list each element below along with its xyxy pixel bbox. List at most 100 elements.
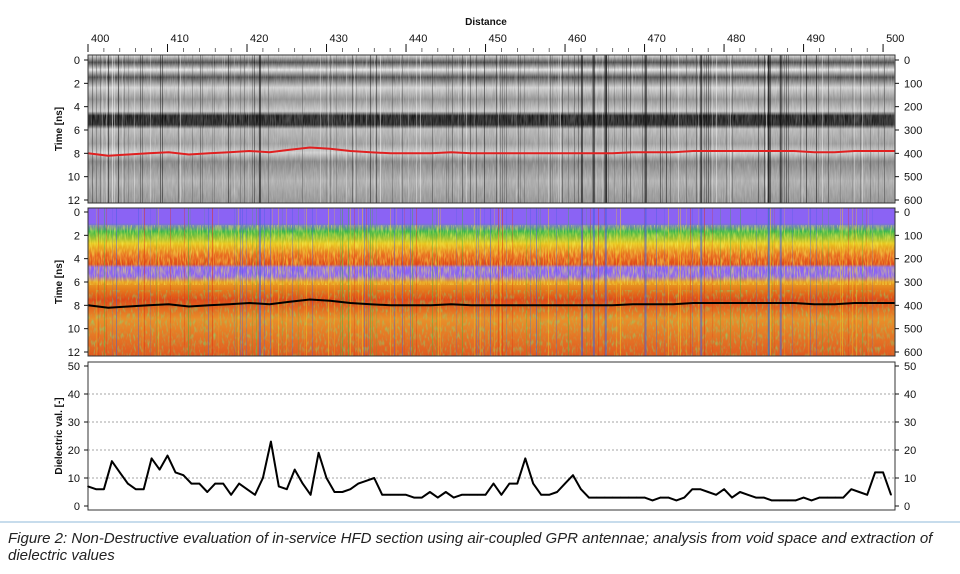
trace-stripe bbox=[766, 55, 767, 203]
trace-stripe bbox=[292, 208, 293, 356]
y-tick-label-right: 100 bbox=[904, 230, 922, 242]
trace-stripe bbox=[302, 55, 303, 203]
trace-stripe bbox=[416, 208, 417, 356]
trace-stripe bbox=[438, 208, 439, 356]
trace-stripe bbox=[774, 208, 775, 356]
dielectric-point bbox=[619, 496, 622, 499]
trace-stripe bbox=[354, 55, 355, 203]
y-tick-label-right: 200 bbox=[904, 102, 922, 114]
trace-stripe bbox=[854, 208, 855, 356]
dielectric-point bbox=[739, 491, 741, 493]
trace-stripe bbox=[160, 55, 161, 203]
trace-stripe bbox=[142, 55, 143, 203]
anomaly-stripe bbox=[779, 208, 782, 356]
trace-stripe bbox=[330, 55, 331, 203]
trace-stripe bbox=[560, 55, 561, 203]
trace-stripe bbox=[552, 55, 553, 203]
trace-stripe bbox=[680, 208, 681, 356]
figure-caption: Figure 2: Non-Destructive evaluation of … bbox=[8, 530, 933, 564]
trace-stripe bbox=[538, 208, 539, 356]
trace-stripe bbox=[246, 208, 247, 356]
trace-stripe bbox=[116, 208, 117, 356]
trace-stripe bbox=[396, 208, 397, 356]
trace-stripe bbox=[404, 208, 405, 356]
trace-stripe bbox=[772, 208, 773, 356]
trace-stripe bbox=[180, 55, 181, 203]
trace-stripe bbox=[670, 55, 671, 203]
y-tick-label-left: 6 bbox=[74, 125, 80, 137]
trace-stripe bbox=[122, 55, 123, 203]
dielectric-point bbox=[190, 482, 193, 485]
trace-stripe bbox=[230, 55, 231, 203]
dielectric-point bbox=[540, 494, 542, 496]
trace-stripe bbox=[368, 208, 369, 356]
radargram-colour-traces bbox=[96, 208, 873, 356]
dielectric-point bbox=[397, 494, 399, 496]
dielectric-point bbox=[206, 491, 209, 493]
y-tick-label-right: 10 bbox=[904, 473, 916, 485]
trace-stripe bbox=[106, 208, 107, 356]
dielectric-point bbox=[293, 468, 296, 471]
x-axis-title: Distance bbox=[465, 17, 507, 28]
trace-stripe bbox=[240, 208, 241, 356]
dielectric-point bbox=[373, 477, 376, 479]
trace-stripe bbox=[224, 55, 225, 203]
y-tick-label-left: 0 bbox=[74, 207, 80, 219]
trace-stripe bbox=[184, 55, 185, 203]
x-tick-label: 480 bbox=[727, 33, 745, 45]
y-tick-label-left: 0 bbox=[74, 501, 80, 513]
dielectric-point bbox=[532, 482, 534, 485]
dielectric-point bbox=[778, 499, 781, 502]
dielectric-point bbox=[127, 482, 129, 485]
y-tick-label-left: 40 bbox=[68, 389, 80, 401]
trace-stripe bbox=[354, 208, 355, 356]
trace-stripe bbox=[538, 55, 539, 203]
y-tick-label-right: 400 bbox=[904, 300, 922, 312]
trace-stripe bbox=[828, 55, 829, 203]
y-tick-label-right: 600 bbox=[904, 195, 922, 207]
dielectric-point bbox=[230, 494, 232, 496]
trace-stripe bbox=[356, 55, 357, 203]
trace-stripe bbox=[500, 208, 501, 356]
trace-stripe bbox=[212, 55, 213, 203]
trace-stripe bbox=[518, 55, 519, 203]
trace-stripe bbox=[432, 208, 433, 356]
trace-stripe bbox=[458, 55, 459, 203]
y-tick-label-left: 12 bbox=[68, 347, 80, 359]
dielectric-point bbox=[627, 496, 630, 499]
trace-stripe bbox=[868, 208, 869, 356]
trace-stripe bbox=[626, 55, 627, 203]
dielectric-point bbox=[87, 485, 89, 488]
x-tick-label: 490 bbox=[807, 33, 825, 45]
dielectric-point bbox=[246, 488, 248, 491]
dielectric-point bbox=[802, 496, 805, 499]
dielectric-point bbox=[691, 488, 694, 491]
trace-stripe bbox=[568, 208, 569, 356]
radargram-grayscale-traces bbox=[92, 55, 895, 203]
trace-stripe bbox=[432, 55, 433, 203]
dielectric-point bbox=[222, 482, 224, 485]
dielectric-point bbox=[723, 488, 725, 491]
trace-stripe bbox=[822, 55, 823, 203]
dielectric-point bbox=[794, 499, 797, 502]
trace-stripe bbox=[840, 55, 841, 203]
dielectric-point bbox=[341, 491, 344, 493]
trace-stripe bbox=[540, 208, 541, 356]
y-tick-label-right: 500 bbox=[904, 324, 922, 336]
y-tick-label-left: 20 bbox=[68, 445, 80, 457]
x-tick-label: 500 bbox=[886, 33, 904, 45]
trace-stripe bbox=[142, 208, 143, 356]
trace-stripe bbox=[800, 55, 801, 203]
trace-stripe bbox=[494, 208, 495, 356]
dielectric-point bbox=[667, 496, 670, 499]
dielectric-point bbox=[731, 496, 733, 499]
trace-stripe bbox=[862, 208, 863, 356]
trace-stripe bbox=[558, 55, 559, 203]
trace-stripe bbox=[730, 208, 731, 356]
trace-stripe bbox=[204, 208, 205, 356]
dielectric-point bbox=[111, 460, 113, 463]
trace-stripe bbox=[334, 208, 335, 356]
dielectric-point bbox=[866, 494, 868, 496]
trace-stripe bbox=[788, 55, 789, 203]
